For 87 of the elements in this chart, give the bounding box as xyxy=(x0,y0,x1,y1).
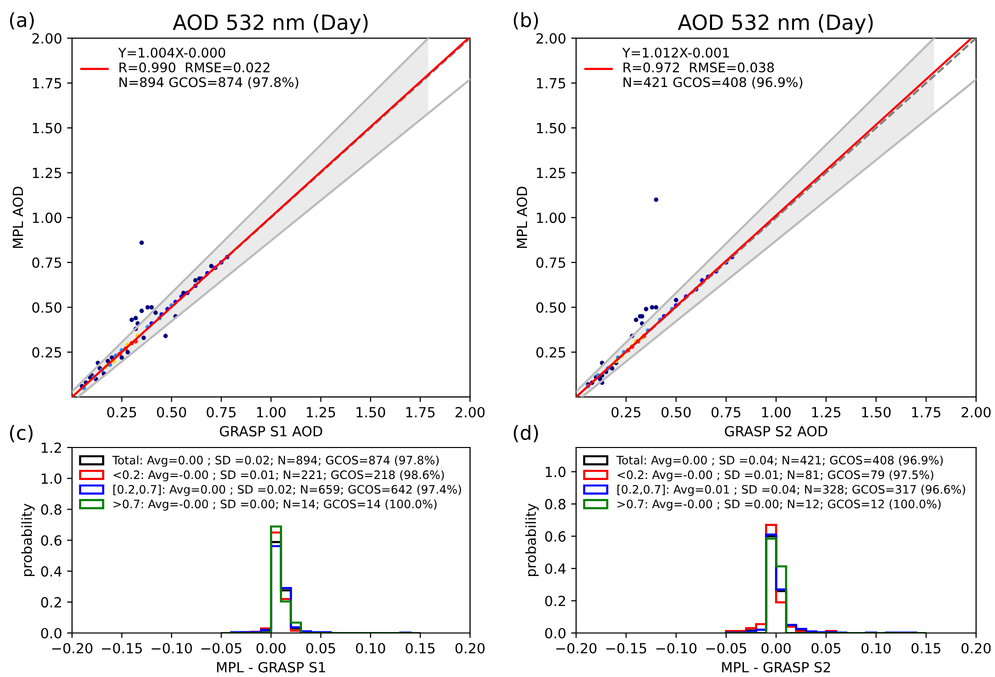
y-tick-label: 2.00 xyxy=(32,33,62,44)
legend-label: Total: Avg=0.00 ; SD =0.04; N=421; GCOS=408 (96.9%) xyxy=(616,456,943,467)
y-tick-label: 1.0 xyxy=(42,473,62,484)
legend-label: [0.2,0.7]: Avg=0.00 ; SD =0.02; N=659; GCOS=642 (97.4%) xyxy=(113,484,462,496)
y-tick-label: 0.6 xyxy=(41,535,62,546)
y-tick-label: 1.00 xyxy=(536,212,566,224)
y-tick-label: 0.75 xyxy=(32,257,62,268)
y-tick-label: 0.25 xyxy=(536,347,566,358)
y-tick-label: 0.8 xyxy=(545,498,566,510)
x-tick-label: 0.10 xyxy=(862,642,891,654)
y-tick-label: 2.00 xyxy=(536,33,566,44)
y-axis-title: probability xyxy=(21,504,35,576)
y-tick-label: 0.8 xyxy=(41,504,62,515)
text: (a) xyxy=(10,12,34,30)
y-tick-label: 1.75 xyxy=(536,78,566,89)
y-tick-label: 0.50 xyxy=(536,302,566,313)
chart-title: AOD 532 nm (Day) xyxy=(678,14,873,34)
x-tick-label: 1.25 xyxy=(812,406,840,418)
x-axis-title: MPL - GRASP S2 xyxy=(722,662,830,672)
y-tick-label: 1.0 xyxy=(546,466,566,478)
x-tick-label: 0.15 xyxy=(406,642,435,654)
x-tick-label: 1.00 xyxy=(257,406,286,418)
x-tick-label: 0.15 xyxy=(912,642,940,654)
x-axis-title: GRASP S1 AOD xyxy=(220,426,322,436)
x-tick-label: 0.25 xyxy=(107,406,136,418)
y-tick-label: 1.50 xyxy=(536,122,566,134)
x-tick-label: 0.50 xyxy=(156,406,186,418)
x-tick-label: 1.50 xyxy=(356,406,386,418)
x-tick-label: 0.00 xyxy=(256,642,286,654)
y-axis-title: MPL AOD xyxy=(12,186,24,248)
legend-label: Y=1.004X-0.000 R=0.990 RMSE=0.022 N=894 GCOS=874 (97.8%) xyxy=(118,48,298,89)
y-tick-label: 0.2 xyxy=(545,596,565,606)
x-tick-label: −0.15 xyxy=(606,642,646,654)
y-tick-label: 0.6 xyxy=(545,531,566,542)
y-tick-label: 0.0 xyxy=(41,628,62,638)
x-tick-label: 0.10 xyxy=(356,642,386,654)
y-tick-label: 0.2 xyxy=(41,597,61,608)
x-tick-label: 0.05 xyxy=(812,642,840,654)
x-tick-label: −0.20 xyxy=(52,642,92,654)
x-tick-label: 0.75 xyxy=(712,406,740,418)
text: (c) xyxy=(10,424,33,442)
legend-label: [0.2,0.7]: Avg=0.01 ; SD =0.04; N=328; GCOS=317 (96.6%) xyxy=(617,484,966,496)
x-tick-label: 1.25 xyxy=(306,406,336,418)
x-tick-label: 0.75 xyxy=(206,406,236,418)
legend-label: >0.7: Avg=-0.00 ; SD =0.00; N=12; GCOS=12 (100.0%) xyxy=(618,499,941,511)
y-tick-label: 0.25 xyxy=(32,347,62,358)
x-tick-label: 0.00 xyxy=(762,642,791,654)
text: (b) xyxy=(514,12,538,30)
x-tick-label: 1.75 xyxy=(912,407,940,418)
x-tick-label: 0.20 xyxy=(455,642,485,654)
text: (d) xyxy=(514,424,538,442)
y-axis-title: MPL AOD xyxy=(516,186,528,248)
x-tick-label: 2.00 xyxy=(456,406,485,418)
x-tick-label: 1.75 xyxy=(406,407,435,418)
x-tick-label: −0.05 xyxy=(201,642,242,654)
legend-label: Total: Avg=0.00 ; SD =0.02; N=894; GCOS=874 (97.8%) xyxy=(112,456,439,467)
legend-label: Y=1.012X-0.001 R=0.972 RMSE=0.038 N=421 GCOS=408 (96.9%) xyxy=(622,48,802,89)
y-tick-label: 1.25 xyxy=(536,168,566,178)
y-tick-label: 1.2 xyxy=(42,442,61,453)
x-tick-label: −0.10 xyxy=(152,642,192,654)
x-tick-label: −0.20 xyxy=(556,642,596,654)
x-tick-label: 1.00 xyxy=(762,406,791,418)
x-tick-label: 0.20 xyxy=(962,642,991,654)
legend-label: >0.7: Avg=-0.00 ; SD =0.00; N=14; GCOS=14 (100.0%) xyxy=(114,499,437,511)
x-tick-label: 1.50 xyxy=(862,406,891,418)
x-tick-label: 2.00 xyxy=(962,406,991,418)
x-tick-label: 0.25 xyxy=(612,406,640,418)
y-axis-title: probability xyxy=(525,504,539,576)
legend-label: <0.2: Avg=-0.00 ; SD =0.01; N=81; GCOS=79 (97.5%) xyxy=(618,470,934,482)
y-tick-label: 0.4 xyxy=(545,563,566,574)
y-tick-label: 1.75 xyxy=(32,78,62,89)
x-tick-label: −0.10 xyxy=(656,642,696,654)
y-tick-label: 1.00 xyxy=(32,212,62,224)
y-tick-label: 0.4 xyxy=(41,566,62,577)
legend-label: <0.2: Avg=-0.00 ; SD =0.01; N=221; GCOS=218 (98.6%) xyxy=(114,470,444,482)
y-tick-label: 0.50 xyxy=(32,302,62,313)
y-tick-label: 1.50 xyxy=(32,122,62,134)
y-tick-label: 1.25 xyxy=(32,168,62,178)
x-tick-label: −0.15 xyxy=(102,642,142,654)
chart-title: AOD 532 nm (Day) xyxy=(172,14,368,34)
y-tick-label: 0.75 xyxy=(536,257,566,268)
x-axis-title: MPL - GRASP S1 xyxy=(217,662,326,672)
x-tick-label: 0.05 xyxy=(306,642,336,654)
x-tick-label: −0.05 xyxy=(706,642,746,654)
x-tick-label: 0.50 xyxy=(662,406,691,418)
x-axis-title: GRASP S2 AOD xyxy=(724,426,828,436)
y-tick-label: 0.0 xyxy=(545,628,566,638)
